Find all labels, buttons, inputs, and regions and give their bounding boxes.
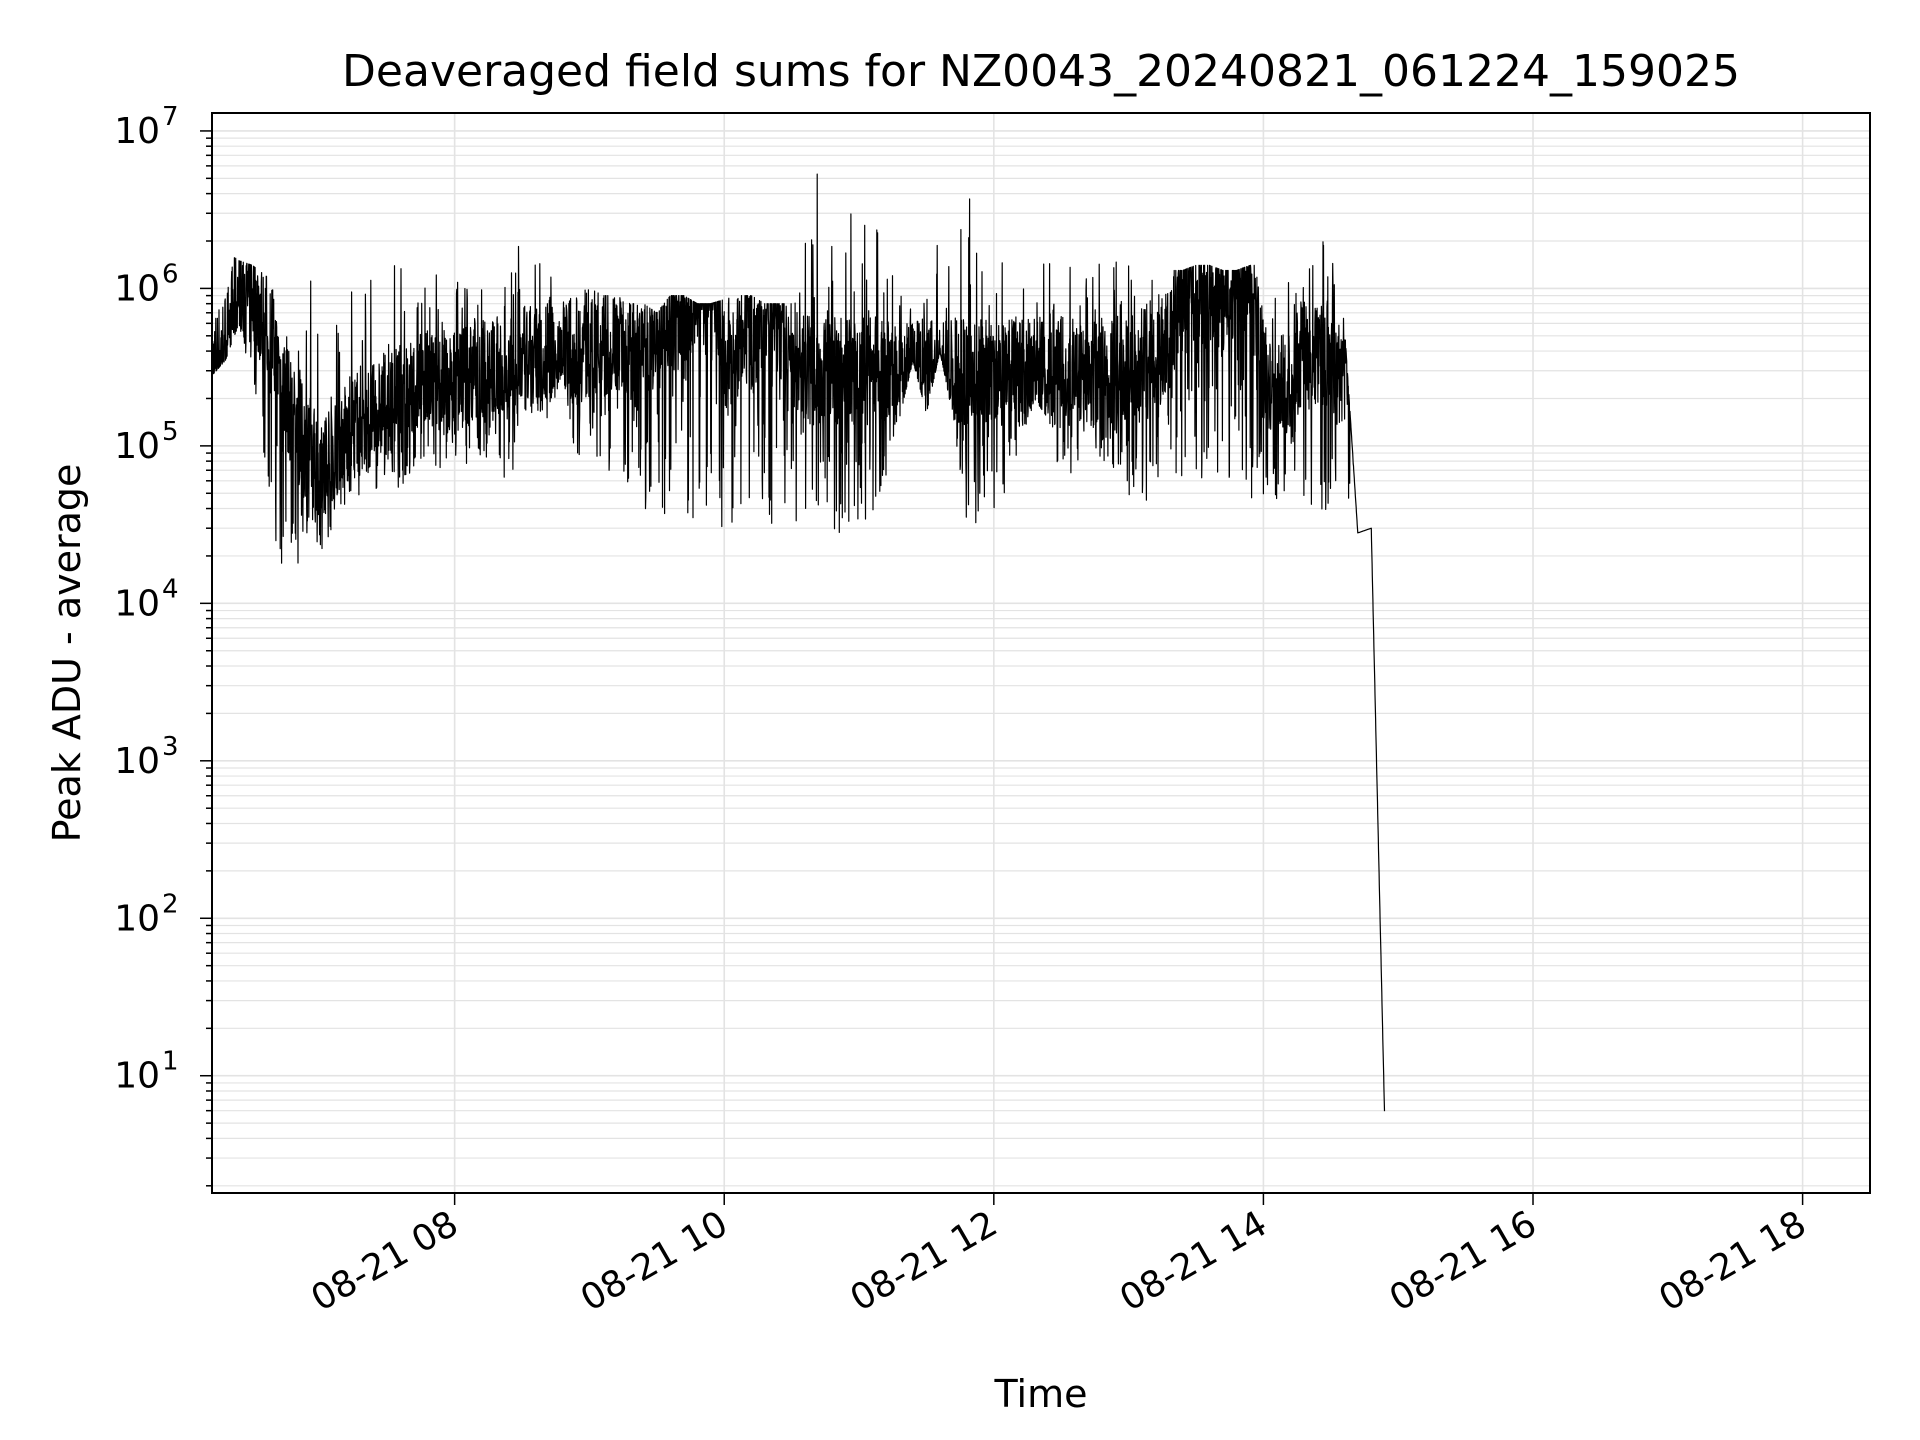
plot-area xyxy=(211,173,1386,1112)
y-axis-label: Peak ADU - average xyxy=(45,464,89,843)
y-tick-label-exponent: 5 xyxy=(162,417,179,447)
y-tick-label-exponent: 3 xyxy=(162,732,179,762)
y-tick-label-base: 10 xyxy=(114,1056,160,1097)
y-tick-label-exponent: 7 xyxy=(162,102,179,132)
chart-title: Deaveraged field sums for NZ0043_2024082… xyxy=(342,46,1740,97)
y-tick-label-base: 10 xyxy=(114,268,160,309)
y-tick-label-base: 10 xyxy=(114,583,160,624)
y-tick-label-exponent: 4 xyxy=(162,574,179,604)
y-tick-label-base: 10 xyxy=(114,426,160,467)
y-tick-label-base: 10 xyxy=(114,741,160,782)
y-tick-label: 10 xyxy=(114,426,160,467)
series-line xyxy=(211,173,1386,1112)
y-tick-label-exponent: 6 xyxy=(162,259,179,289)
y-tick-label: 10 xyxy=(114,583,160,624)
y-tick-label-base: 10 xyxy=(114,111,160,152)
y-tick-label: 10 xyxy=(114,741,160,782)
y-tick-label-base: 10 xyxy=(114,898,160,939)
x-axis-label: Time xyxy=(994,1372,1088,1416)
y-tick-label: 10 xyxy=(114,898,160,939)
plot-frame xyxy=(211,112,1871,1194)
y-tick-label: 10 xyxy=(114,1056,160,1097)
y-tick-label-exponent: 1 xyxy=(162,1047,179,1077)
grid xyxy=(212,113,1870,1193)
y-tick-label-exponent: 2 xyxy=(162,889,179,919)
y-tick-label: 10 xyxy=(114,111,160,152)
y-tick-label: 10 xyxy=(114,268,160,309)
